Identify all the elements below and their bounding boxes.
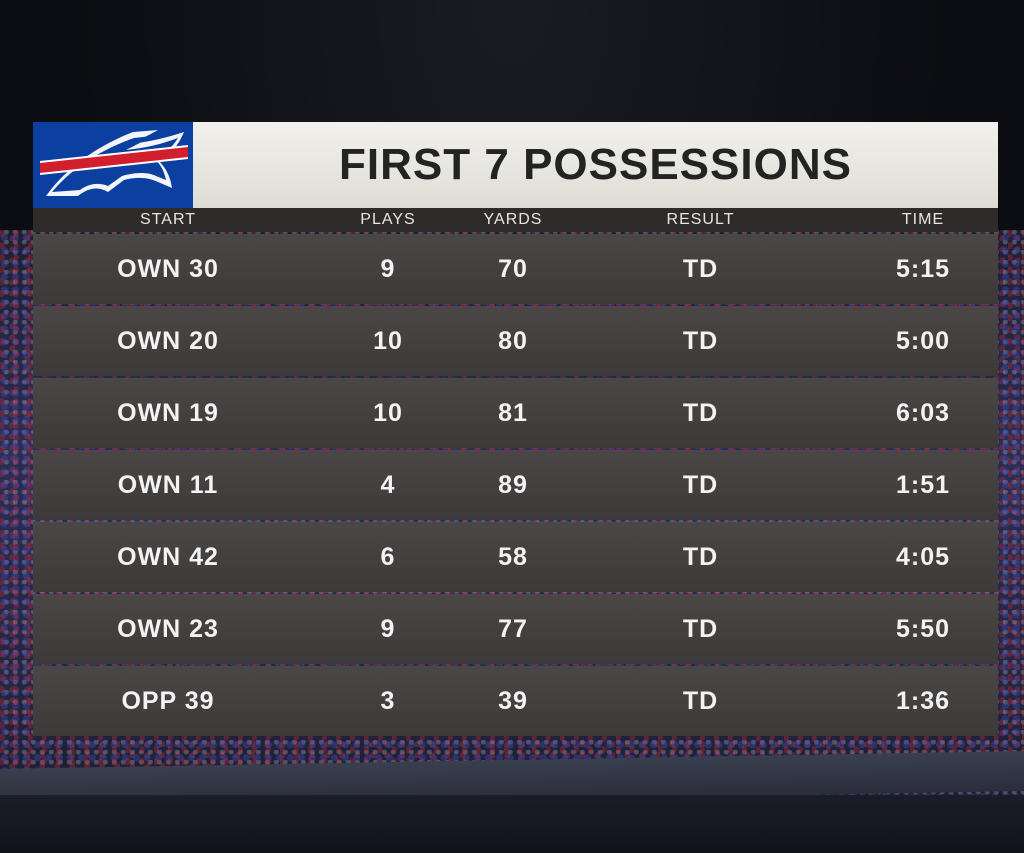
cell-plays: 10	[373, 398, 403, 427]
cell-start: OWN 30	[117, 254, 219, 283]
cell-plays: 6	[380, 542, 396, 571]
table-row: OWN 42 6 58 TD 4:05	[33, 522, 998, 592]
buffalo-bills-logo-icon	[39, 130, 188, 196]
title-bar: FIRST 7 POSSESSIONS	[193, 122, 998, 208]
team-logo	[33, 122, 193, 208]
column-header-plays: PLAYS	[360, 211, 416, 228]
column-header-yards: YARDS	[483, 211, 543, 228]
cell-plays: 10	[373, 326, 403, 355]
column-header-time: TIME	[901, 211, 945, 228]
cell-yards: 39	[498, 686, 528, 715]
cell-time: 1:36	[895, 686, 951, 715]
cell-start: OWN 42	[117, 542, 219, 571]
possession-rows: OWN 30 9 70 TD 5:15 OWN 20 10 80 TD 5:00…	[33, 232, 998, 736]
cell-plays: 9	[380, 254, 396, 283]
cell-time: 5:00	[895, 326, 951, 355]
cell-yards: 80	[498, 326, 528, 355]
cell-result: TD	[682, 326, 719, 355]
column-header-result: RESULT	[666, 211, 735, 228]
graphic-header: FIRST 7 POSSESSIONS	[33, 122, 998, 208]
table-row: OWN 30 9 70 TD 5:15	[33, 234, 998, 304]
cell-plays: 3	[380, 686, 396, 715]
cell-yards: 58	[498, 542, 528, 571]
cell-start: OWN 20	[117, 326, 219, 355]
cell-result: TD	[682, 254, 719, 283]
cell-time: 4:05	[895, 542, 951, 571]
cell-result: TD	[682, 686, 719, 715]
graphic-title: FIRST 7 POSSESSIONS	[339, 140, 852, 189]
cell-start: OWN 11	[117, 470, 219, 499]
cell-result: TD	[682, 470, 719, 499]
table-row: OWN 11 4 89 TD 1:51	[33, 450, 998, 520]
cell-time: 1:51	[895, 470, 951, 499]
column-headers: START PLAYS YARDS RESULT TIME	[33, 208, 998, 232]
cell-start: OWN 23	[117, 614, 219, 643]
column-header-start: START	[140, 211, 196, 228]
lower-stands	[0, 795, 1024, 853]
cell-start: OPP 39	[121, 686, 215, 715]
cell-yards: 81	[498, 398, 528, 427]
table-row: OWN 19 10 81 TD 6:03	[33, 378, 998, 448]
cell-plays: 4	[380, 470, 396, 499]
cell-yards: 77	[498, 614, 528, 643]
cell-start: OWN 19	[117, 398, 219, 427]
cell-result: TD	[682, 542, 719, 571]
cell-yards: 70	[498, 254, 528, 283]
cell-result: TD	[682, 398, 719, 427]
cell-time: 5:50	[895, 614, 951, 643]
cell-yards: 89	[498, 470, 528, 499]
cell-plays: 9	[380, 614, 396, 643]
table-row: OPP 39 3 39 TD 1:36	[33, 666, 998, 736]
table-row: OWN 20 10 80 TD 5:00	[33, 306, 998, 376]
possessions-graphic: FIRST 7 POSSESSIONS START PLAYS YARDS RE…	[33, 122, 998, 736]
table-row: OWN 23 9 77 TD 5:50	[33, 594, 998, 664]
cell-time: 6:03	[895, 398, 951, 427]
cell-result: TD	[682, 614, 719, 643]
cell-time: 5:15	[895, 254, 951, 283]
